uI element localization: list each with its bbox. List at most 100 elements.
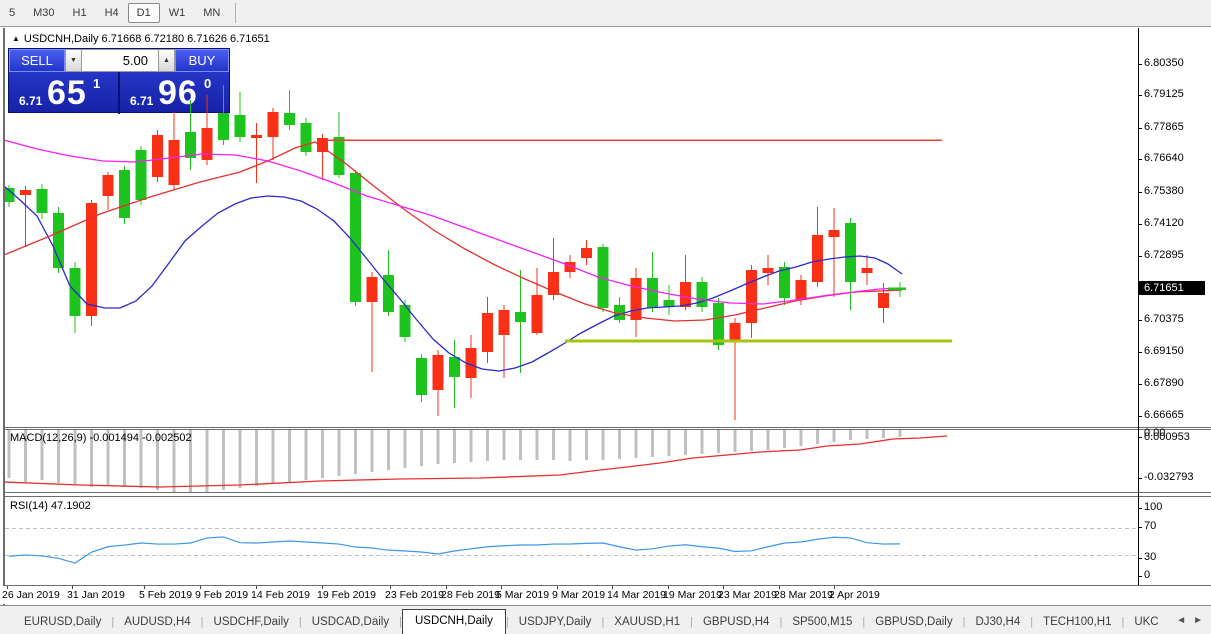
date-axis-label: 2 Apr 2019 bbox=[829, 589, 880, 601]
chart-tab-tech100[interactable]: TECH100,H1 bbox=[1043, 616, 1112, 628]
chart-tab-dj30[interactable]: DJ30,H4 bbox=[975, 616, 1021, 628]
date-axis-label: 31 Jan 2019 bbox=[67, 589, 125, 601]
volume-decrease-button[interactable]: ▼ bbox=[65, 49, 82, 72]
tab-scroll-left-icon[interactable]: ◄ bbox=[1176, 615, 1187, 626]
date-axis-tick bbox=[557, 586, 558, 589]
chart-tab-gbpusd[interactable]: GBPUSD,Daily bbox=[875, 616, 953, 628]
buy-price-pip: 0 bbox=[204, 76, 212, 91]
date-axis-label: 5 Mar 2019 bbox=[496, 589, 550, 601]
rsi-axis-tick bbox=[1138, 508, 1142, 509]
tab-scroll-right-icon[interactable]: ► bbox=[1193, 615, 1203, 626]
price-axis-tick bbox=[1138, 320, 1142, 321]
timeframe-button-w1[interactable]: W1 bbox=[168, 7, 186, 19]
price-axis-label: 6.74120 bbox=[1144, 217, 1184, 229]
price-axis-tick bbox=[1138, 416, 1142, 417]
chart-tab-usdjpy[interactable]: USDJPY,Daily bbox=[518, 616, 592, 628]
date-axis-label: 9 Mar 2019 bbox=[552, 589, 606, 601]
chart-tab-eurusd[interactable]: EURUSD,Daily bbox=[24, 616, 102, 628]
macd-label: MACD(12,26,9) -0.001494 -0.002502 bbox=[10, 432, 192, 444]
rsi-pane[interactable] bbox=[5, 497, 1138, 585]
spin-up-icon: ▲ bbox=[163, 57, 170, 64]
chart-tab-gbpusd[interactable]: GBPUSD,H4 bbox=[702, 616, 770, 628]
chart-tab-usdchf[interactable]: USDCHF,Daily bbox=[213, 616, 289, 628]
rsi-axis-label: 70 bbox=[1144, 520, 1157, 532]
timeframe-button-h1[interactable]: H1 bbox=[72, 7, 87, 19]
date-axis-label: 28 Feb 2019 bbox=[441, 589, 500, 601]
tab-separator: | bbox=[601, 616, 605, 628]
date-axis-label: 28 Mar 2019 bbox=[774, 589, 833, 601]
rsi-axis-label: 30 bbox=[1144, 551, 1157, 563]
chart-tab-xauusd[interactable]: XAUUSD,H1 bbox=[614, 616, 681, 628]
splitter-macd-rsi-2 bbox=[3, 496, 1211, 497]
price-axis-tick bbox=[1138, 256, 1142, 257]
date-axis-tick bbox=[7, 586, 8, 589]
tab-separator: | bbox=[862, 616, 866, 628]
timeframe-button-m30[interactable]: M30 bbox=[33, 7, 55, 19]
price-axis-label: 6.72895 bbox=[1144, 249, 1184, 261]
date-axis-label: 9 Feb 2019 bbox=[195, 589, 249, 601]
date-axis-tick bbox=[834, 586, 835, 589]
tab-separator: | bbox=[200, 616, 204, 628]
symbol-marker-icon: ▲ bbox=[12, 34, 20, 43]
chart-title: ▲ USDCNH,Daily 6.71668 6.72180 6.71626 6.… bbox=[12, 33, 270, 45]
timeframe-button-h4[interactable]: H4 bbox=[104, 7, 119, 19]
tab-separator: | bbox=[505, 616, 509, 628]
date-axis-label: 19 Mar 2019 bbox=[663, 589, 722, 601]
sell-price-prefix: 6.71 bbox=[19, 94, 43, 108]
splitter-chart-macd-2 bbox=[3, 429, 1211, 430]
date-axis-tick bbox=[256, 586, 257, 589]
tab-separator: | bbox=[399, 616, 402, 628]
chart-tab-ukc[interactable]: UKC bbox=[1134, 616, 1159, 628]
date-axis-tick bbox=[779, 586, 780, 589]
date-axis-tick bbox=[72, 586, 73, 589]
price-axis-tick bbox=[1138, 224, 1142, 225]
date-axis-tick bbox=[446, 586, 447, 589]
price-axis-tick bbox=[1138, 95, 1142, 96]
price-axis-label: 6.80350 bbox=[1144, 57, 1184, 69]
buy-price-prefix: 6.71 bbox=[130, 94, 154, 108]
price-chart-pane[interactable] bbox=[5, 28, 1138, 427]
timeframe-button-5[interactable]: 5 bbox=[9, 7, 16, 19]
tab-separator: | bbox=[111, 616, 115, 628]
date-axis-tick bbox=[501, 586, 502, 589]
chart-tab-usdcnh[interactable]: USDCNH,Daily bbox=[401, 609, 506, 634]
chart-bottom-border bbox=[3, 585, 1211, 586]
price-axis-tick bbox=[1138, 192, 1142, 193]
chart-tab-sp500[interactable]: SP500,M15 bbox=[792, 616, 853, 628]
volume-input[interactable]: 5.00 bbox=[82, 49, 158, 72]
date-axis[interactable]: 26 Jan 2019 31 Jan 2019 5 Feb 2019 9 Feb 20… bbox=[2, 586, 1138, 604]
price-axis-line bbox=[1138, 28, 1139, 585]
chart-tab-usdcad[interactable]: USDCAD,Daily bbox=[311, 616, 390, 628]
timeframe-button-mn[interactable]: MN bbox=[203, 7, 221, 19]
splitter-chart-macd[interactable] bbox=[3, 427, 1211, 428]
chart-tab-audusd[interactable]: AUDUSD,H4 bbox=[124, 616, 191, 628]
chart-window[interactable] bbox=[3, 28, 1211, 605]
price-axis-label: 6.79125 bbox=[1144, 88, 1184, 100]
date-axis-tick bbox=[723, 586, 724, 589]
sell-price-display[interactable]: 6.71 65 1 bbox=[9, 72, 120, 114]
splitter-macd-rsi[interactable] bbox=[3, 492, 1211, 493]
date-axis-tick bbox=[612, 586, 613, 589]
sell-button[interactable]: SELL bbox=[9, 49, 65, 72]
tab-separator: | bbox=[1030, 616, 1034, 628]
volume-increase-button[interactable]: ▲ bbox=[158, 49, 175, 72]
macd-axis-bottom: -0.032793 bbox=[1144, 471, 1194, 483]
macd-axis-tick bbox=[1138, 437, 1142, 438]
price-axis-tick bbox=[1138, 352, 1142, 353]
date-axis-tick bbox=[322, 586, 323, 589]
buy-button[interactable]: BUY bbox=[175, 49, 229, 72]
macd-pane[interactable] bbox=[5, 430, 1138, 492]
one-click-trade-panel: SELL ▼ 5.00 ▲ BUY 6.71 65 1 6.71 96 0 bbox=[8, 48, 230, 114]
chart-tab-bar: EURUSD,Daily | AUDUSD,H4 | USDCHF,Daily | USDC… bbox=[0, 605, 1211, 634]
macd-axis-top: 0.000953 bbox=[1144, 431, 1190, 443]
rsi-axis-tick bbox=[1138, 558, 1142, 559]
price-axis-label: 6.67890 bbox=[1144, 377, 1184, 389]
spin-down-icon: ▼ bbox=[70, 57, 77, 64]
current-price-badge: 6.71651 bbox=[1139, 281, 1205, 295]
timeframe-button-d1[interactable]: D1 bbox=[127, 3, 160, 23]
tab-separator: | bbox=[690, 616, 693, 628]
macd-axis-tick bbox=[1138, 478, 1142, 479]
date-axis-label: 19 Feb 2019 bbox=[317, 589, 376, 601]
price-axis-tick bbox=[1138, 384, 1142, 385]
